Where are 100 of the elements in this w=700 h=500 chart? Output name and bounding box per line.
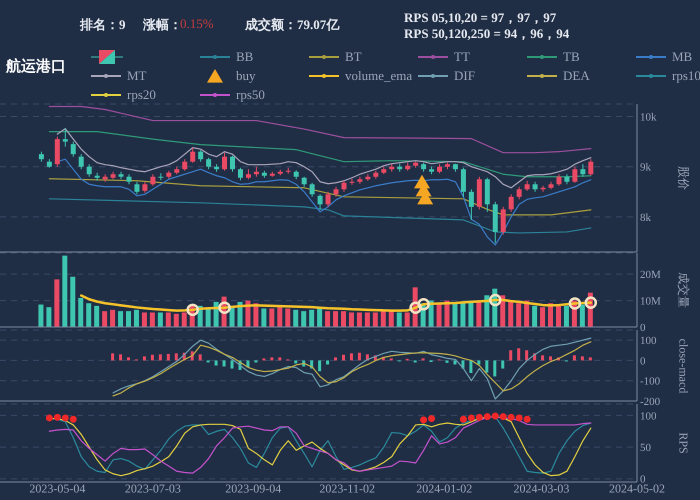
candlestick [190,147,196,164]
y-tick-label: -100 [640,376,661,388]
y-tick-label: 9k [640,162,652,174]
candlestick [326,191,331,208]
candlestick [142,181,148,194]
bar [580,356,584,360]
candlestick [246,168,251,180]
bar [206,308,211,327]
bar [325,311,330,327]
candlestick [134,181,140,195]
bar [372,312,378,327]
bar [493,360,496,376]
bar [364,312,370,327]
bar [501,360,504,369]
bar [134,310,139,327]
x-tick-label: 2024-01-02 [416,482,472,496]
candlestick [588,158,594,176]
bar [94,306,100,327]
x-tick-label: 2023-07-03 [124,482,181,496]
point [489,294,502,306]
candlestick [460,167,466,198]
bar [452,303,458,327]
bar [166,354,170,360]
bar [341,311,346,327]
legend-label: MB [672,49,692,65]
text: RPS 50,120,250 = 94，96，94 [404,26,570,41]
bar [278,357,282,360]
candlestick [86,164,92,178]
y-tick-label: 100 [640,335,657,348]
candlestick [182,158,188,172]
bar [318,360,322,372]
legend-label: TT [454,49,470,65]
candlestick [334,186,339,198]
bar [358,352,361,360]
point [409,301,422,314]
bar [549,356,552,360]
bar [54,279,60,327]
candlestick [222,152,228,172]
candlestick [62,128,68,148]
bar [158,312,163,327]
bar [70,276,76,327]
candlestick [150,174,156,186]
bar [580,304,585,327]
bar [119,354,122,360]
y-tick-label: 10k [640,111,657,124]
bar [532,306,538,327]
y-axis-title: 成交量 [676,272,690,308]
candlestick [532,181,538,192]
candlestick [580,164,586,178]
bar [588,357,592,360]
candlestick [341,180,346,192]
bar [508,300,514,327]
legend-label: volume_ema [345,68,412,84]
legend-label: BT [345,49,362,65]
bar [460,303,466,327]
candlestick [310,182,315,198]
bar [86,303,92,327]
y-tick-label: 0 [640,355,646,368]
candlestick [500,206,506,235]
bar [476,302,482,327]
bar [356,312,362,327]
y-axis-title: 股价 [676,166,690,190]
bar [78,298,84,327]
bar [564,306,569,327]
bar [446,360,449,363]
text: 涨幅： [143,17,182,32]
bar [158,354,162,360]
bar [525,350,528,360]
x-tick-label: 2024-03-03 [513,482,570,496]
candlestick [198,150,204,162]
legend-label: rps20 [127,87,156,103]
candlestick [126,174,132,185]
point [218,301,231,314]
bar [261,308,266,327]
line-series [56,128,592,188]
text: RPS 05,10,20 = 97，97，97 [404,10,556,25]
bar [198,354,202,360]
candlestick [516,186,522,200]
bar [126,311,132,327]
y-tick-label: 100 [640,410,657,422]
bar [326,360,330,364]
bar [333,311,338,327]
bar [477,360,480,364]
candlestick [524,180,530,192]
candlestick [294,170,299,180]
y-tick-label: -200 [640,396,661,408]
bar [453,360,456,364]
y-tick-label: 50 [640,442,652,454]
x-tick-label: 2023-09-04 [225,482,282,496]
bar [293,310,298,327]
bar [46,307,52,327]
bar [142,312,147,327]
candlestick [38,151,44,162]
x-tick-label: 2023-11-02 [319,482,375,496]
candlestick [206,157,212,170]
bar [301,311,306,327]
bar [317,308,322,327]
bar [38,304,44,327]
bar [62,256,68,327]
text: 0.15% [180,16,214,31]
